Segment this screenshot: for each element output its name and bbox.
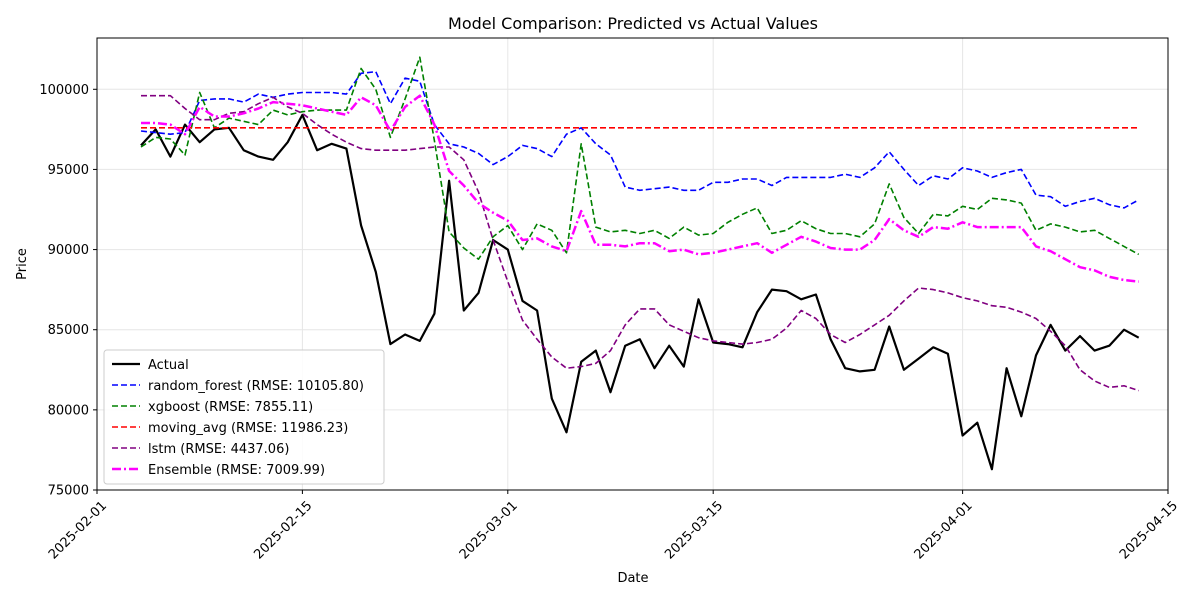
series-line-0 <box>140 113 1140 471</box>
y-axis: 75000 80000 85000 90000 95000 100000 <box>39 83 97 499</box>
y-tick-label: 95000 <box>48 163 89 178</box>
legend-label: lstm (RMSE: 4437.06) <box>148 442 289 457</box>
x-tick-label: 2025-02-15 <box>251 498 315 562</box>
series-line-5 <box>141 94 1139 283</box>
y-tick-label: 75000 <box>48 484 89 499</box>
y-tick-label: 90000 <box>48 243 89 258</box>
plot-frame <box>96 37 1169 491</box>
legend-label: Actual <box>148 358 189 373</box>
series-line-2 <box>140 56 1140 261</box>
legend: Actual random_forest (RMSE: 10105.80) xgbo… <box>103 349 385 485</box>
x-axis: 2025-02-01 2025-02-15 2025-03-01 2025-03-15… <box>46 490 1181 562</box>
x-tick-label: 2025-04-01 <box>912 498 976 562</box>
x-tick-label: 2025-04-15 <box>1117 498 1181 562</box>
legend-label: moving_avg (RMSE: 11986.23) <box>148 421 348 436</box>
x-tick-label: 2025-03-01 <box>457 498 521 562</box>
y-tick-label: 85000 <box>48 323 89 338</box>
x-axis-label: Date <box>617 571 648 586</box>
series-line-4 <box>141 94 1139 392</box>
y-axis-label: Price <box>15 248 30 280</box>
y-tick-label: 80000 <box>48 403 89 418</box>
x-tick-label: 2025-03-15 <box>662 498 726 562</box>
legend-label: Ensemble (RMSE: 7009.99) <box>148 463 325 478</box>
legend-label: xgboost (RMSE: 7855.11) <box>148 400 313 415</box>
legend-box <box>103 349 385 485</box>
series-line-1 <box>140 70 1140 209</box>
y-tick-label: 100000 <box>39 83 89 98</box>
legend-label: random_forest (RMSE: 10105.80) <box>148 379 364 394</box>
series-layer <box>140 56 1140 471</box>
x-tick-label: 2025-02-01 <box>46 498 110 562</box>
chart-title: Model Comparison: Predicted vs Actual Va… <box>448 14 818 33</box>
